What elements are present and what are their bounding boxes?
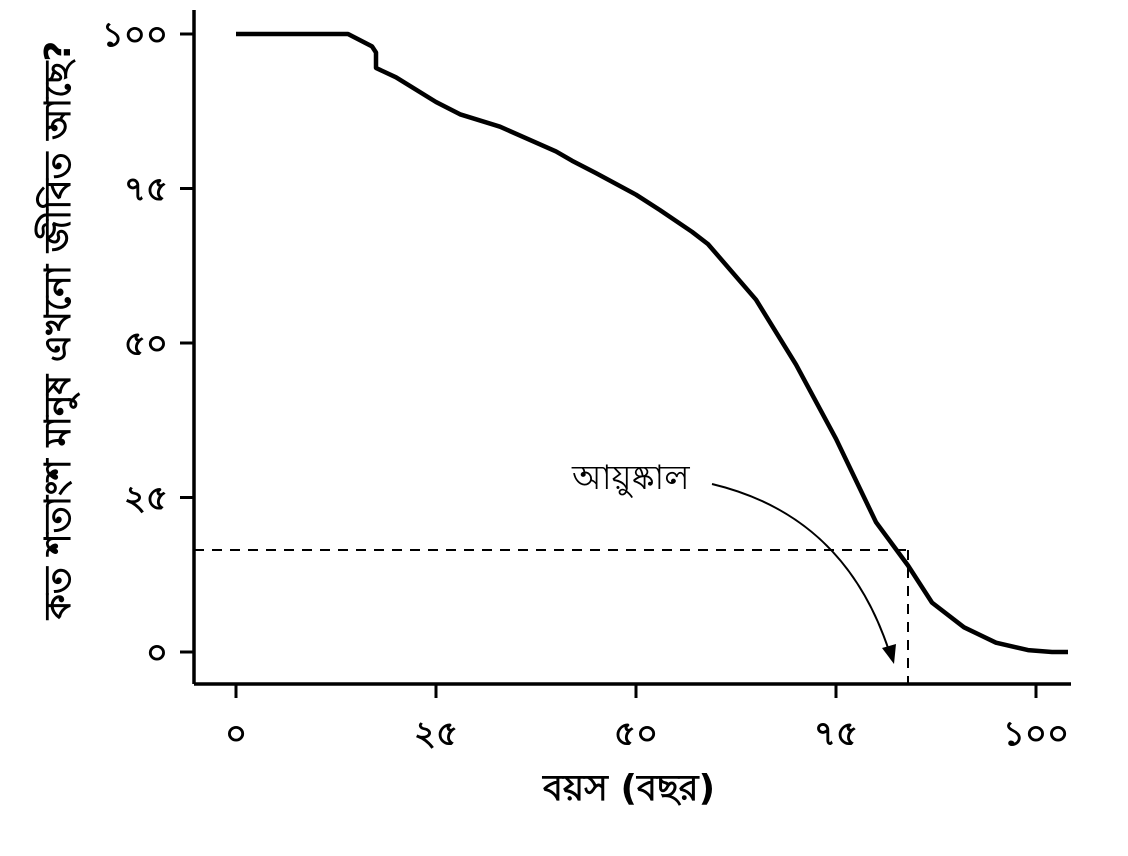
y-tick-label: ৭৫ bbox=[124, 170, 168, 210]
y-tick-label: ১০০ bbox=[102, 15, 168, 55]
x-ticks: ০ ২৫ ৫০ ৭৫ ১০০ bbox=[225, 684, 1069, 754]
lifespan-annotation-label: আয়ুষ্কাল bbox=[571, 458, 690, 498]
y-tick-label: ০ bbox=[146, 633, 168, 673]
lifespan-arrowhead-icon bbox=[882, 644, 896, 664]
x-tick-label: ২৫ bbox=[414, 714, 458, 754]
x-tick-label: ০ bbox=[225, 714, 247, 754]
y-tick-label: ৫০ bbox=[124, 324, 168, 364]
axes bbox=[192, 10, 1071, 686]
x-tick-label: ৭৫ bbox=[814, 714, 858, 754]
survival-curve-line bbox=[236, 31, 1068, 655]
x-axis-title: বয়স (বছর) bbox=[541, 768, 715, 809]
lifespan-annotation-arrow bbox=[711, 483, 891, 655]
x-tick-label: ১০০ bbox=[1003, 714, 1069, 754]
lifespan-guides bbox=[194, 549, 909, 684]
y-tick-label: ২৫ bbox=[124, 479, 168, 519]
y-ticks: ০ ২৫ ৫০ ৭৫ ১০০ bbox=[102, 15, 194, 673]
lifespan-annotation: আয়ুষ্কাল bbox=[571, 458, 896, 664]
y-axis-title: কত শতাংশ মানুষ এখনো জীবিত আছে? bbox=[34, 41, 81, 622]
x-tick-label: ৫০ bbox=[614, 714, 658, 754]
